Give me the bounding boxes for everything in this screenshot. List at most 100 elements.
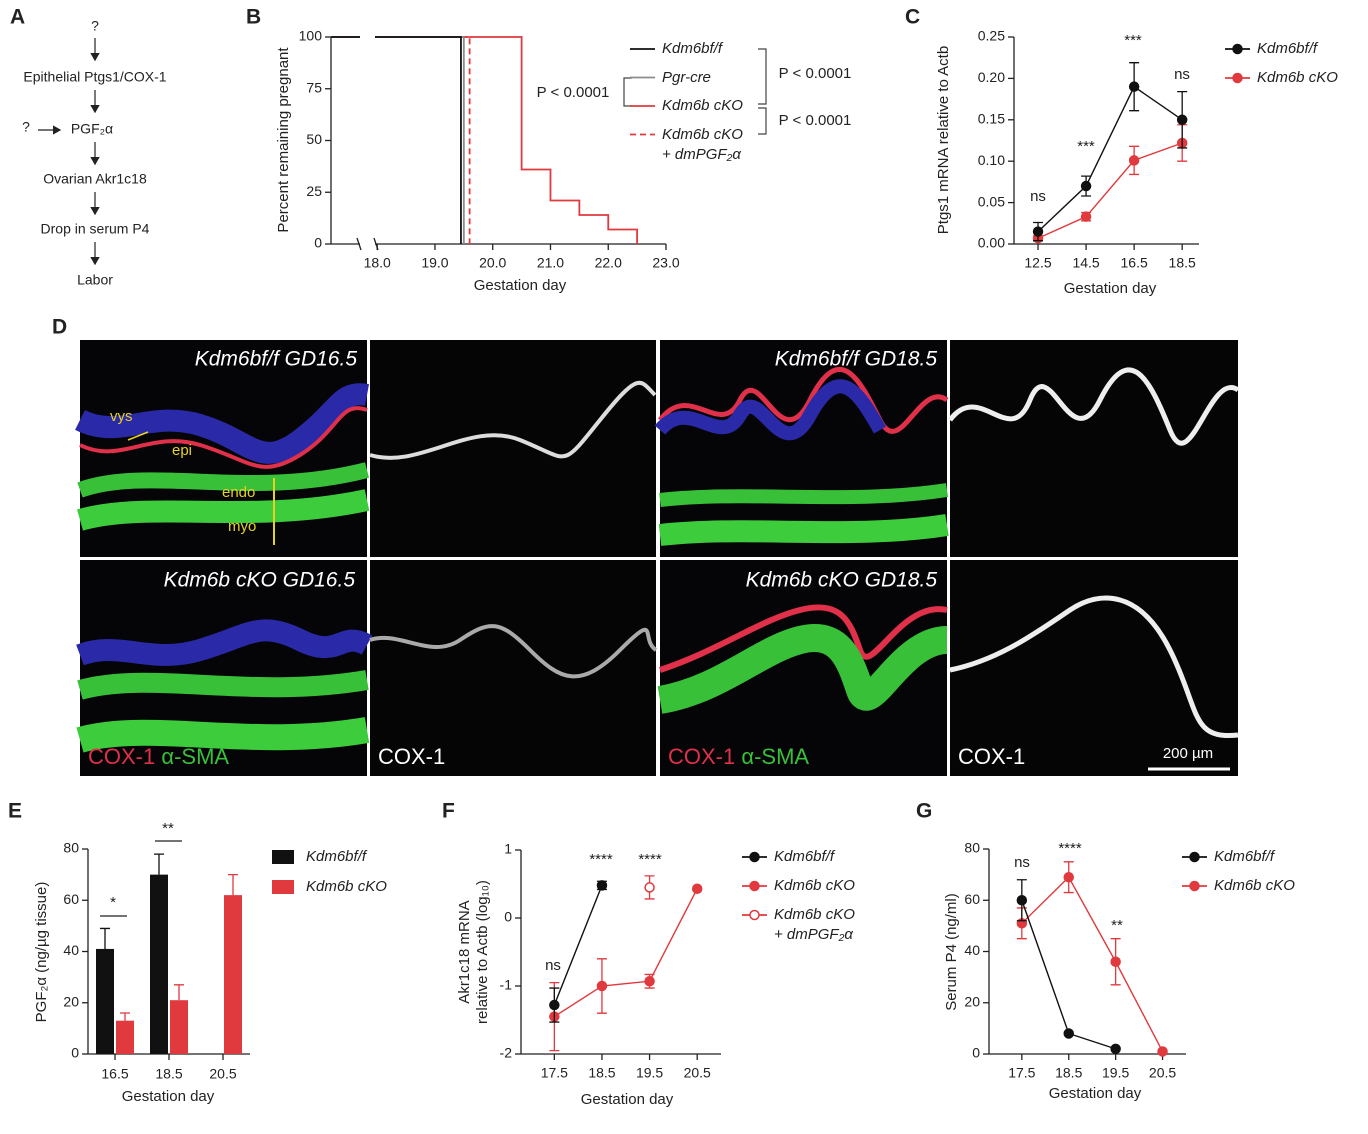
x-tick-label: 18.0: [364, 255, 391, 271]
legend-label: Kdm6b cKO + dmPGF₂α: [774, 906, 855, 943]
y-axis-label: Akr1c18 mRNA relative to Actb (log₁₀): [456, 880, 491, 1024]
x-tick-label: 20.5: [209, 1066, 236, 1082]
annotation: ns: [1030, 188, 1046, 205]
x-tick-label: 19.5: [636, 1065, 663, 1081]
panel-label: B: [246, 6, 261, 29]
y-tick-label: -1: [500, 977, 513, 993]
data-point: [1080, 180, 1092, 192]
legend-marker: [1232, 43, 1243, 55]
x-tick-label: 22.0: [595, 255, 622, 271]
legend-label: Kdm6b cKO: [774, 877, 855, 894]
legend-label: Pgr-cre: [662, 68, 711, 86]
data-point: [1080, 211, 1092, 222]
legend-label: Kdm6bf/f: [306, 848, 367, 865]
series-line: [553, 888, 698, 1018]
y-axis-label: Serum P4 (ng/ml): [943, 893, 960, 1011]
y-tick-label: 0.10: [978, 152, 1005, 168]
scale-bar-label: 200 µm: [1163, 745, 1213, 762]
legend-marker: [1189, 880, 1200, 892]
legend-label: Kdm6bf/f: [1257, 40, 1318, 57]
legend-label: Kdm6b cKO: [306, 878, 387, 895]
tissue-label: vys: [110, 408, 133, 425]
tissue-label: endo: [222, 484, 255, 501]
y-tick-label: 50: [306, 131, 322, 147]
y-tick-label: 0.25: [978, 28, 1005, 44]
legend-marker: [1189, 851, 1200, 863]
y-tick-label: 20: [63, 993, 79, 1009]
brackets: [623, 48, 767, 135]
legend-label: Kdm6bf/f: [1214, 848, 1275, 865]
legend-marker: [749, 909, 760, 921]
data-point: [1063, 871, 1074, 883]
y-tick-label: 0.00: [978, 235, 1005, 251]
annotation: ***: [1124, 32, 1142, 49]
stain-red: COX-1: [88, 744, 155, 769]
x-tick-label: 16.5: [101, 1066, 128, 1082]
data-point: [644, 975, 655, 987]
series-line: [1021, 876, 1164, 1052]
error-bar: [100, 927, 110, 949]
legend-label: Kdm6b cKO: [1214, 877, 1295, 894]
data-point: [549, 999, 560, 1011]
annotation: **: [162, 820, 174, 837]
annotation: P < 0.0001: [779, 112, 852, 129]
micrograph-label: Kdm6b cKO GD18.5: [746, 569, 938, 592]
pointer: [127, 431, 149, 441]
y-tick-label: 0.15: [978, 111, 1005, 127]
stain-legend: COX-1 α-SMA: [668, 744, 809, 769]
legend-label: Kdm6b cKO: [1257, 69, 1338, 86]
diagram-step: PGF₂α: [71, 121, 113, 137]
y-tick-label: 1: [504, 841, 512, 857]
stain-green: α-SMA: [741, 744, 809, 769]
micrograph-grid: Kdm6bf/f GD16.5 Kdm6b cKO GD16.5 Kdm6bf/…: [75, 340, 1240, 776]
y-tick-label: 0: [972, 1045, 980, 1061]
annotation: ****: [589, 851, 613, 868]
y-tick-label: 0.05: [978, 193, 1005, 209]
tissue: [75, 366, 1240, 753]
diagram-step: Labor: [77, 272, 113, 288]
data-point: [1128, 155, 1140, 166]
error-bar: [154, 853, 164, 875]
diagram-step: ?: [91, 18, 99, 34]
series-line: [1021, 900, 1116, 1050]
y-tick-label: 80: [63, 840, 79, 856]
y-tick-label: -2: [500, 1045, 513, 1061]
tissue-label: myo: [228, 518, 256, 535]
x-tick-label: 19.5: [1102, 1065, 1129, 1081]
x-axis-label: Gestation day: [1064, 280, 1157, 297]
annotation: ns: [1014, 854, 1030, 871]
series-line: [331, 36, 471, 244]
micrograph: [950, 560, 1238, 776]
legend-label: Kdm6bf/f: [662, 40, 723, 57]
annotation: P < 0.0001: [537, 84, 610, 101]
legend-label: Kdm6b cKO + dmPGF₂α: [662, 125, 743, 163]
series-line: [1037, 142, 1183, 239]
data-point: [691, 883, 703, 895]
panel-label: F: [442, 800, 455, 823]
bar: [224, 895, 242, 1054]
y-tick-label: 20: [964, 993, 980, 1009]
diagram-input: ?: [22, 119, 30, 135]
y-tick-label: 75: [306, 79, 322, 95]
x-tick-label: 23.0: [652, 255, 679, 271]
x-tick-label: 19.0: [421, 255, 448, 271]
x-tick-label: 14.5: [1072, 255, 1099, 271]
x-tick-label: 16.5: [1121, 255, 1148, 271]
y-axis-label: Percent remaining pregnant: [275, 47, 292, 233]
annotation: **: [1111, 917, 1123, 934]
data-point: [1016, 895, 1028, 906]
y-tick-label: 100: [299, 28, 323, 44]
diagram-step: Epithelial Ptgs1/COX-1: [23, 69, 166, 85]
y-tick-label: 0: [314, 235, 322, 251]
data-point: [1110, 1043, 1121, 1055]
series-line: [1037, 85, 1183, 233]
annotation: ****: [1058, 840, 1082, 857]
x-tick-label: 20.5: [1149, 1065, 1176, 1081]
panel-label: G: [916, 800, 932, 823]
legend-label: Kdm6bf/f: [774, 848, 835, 865]
y-tick-label: 25: [306, 183, 322, 199]
data-point: [596, 980, 608, 992]
x-tick-label: 17.5: [541, 1065, 568, 1081]
micrograph: [370, 340, 656, 557]
